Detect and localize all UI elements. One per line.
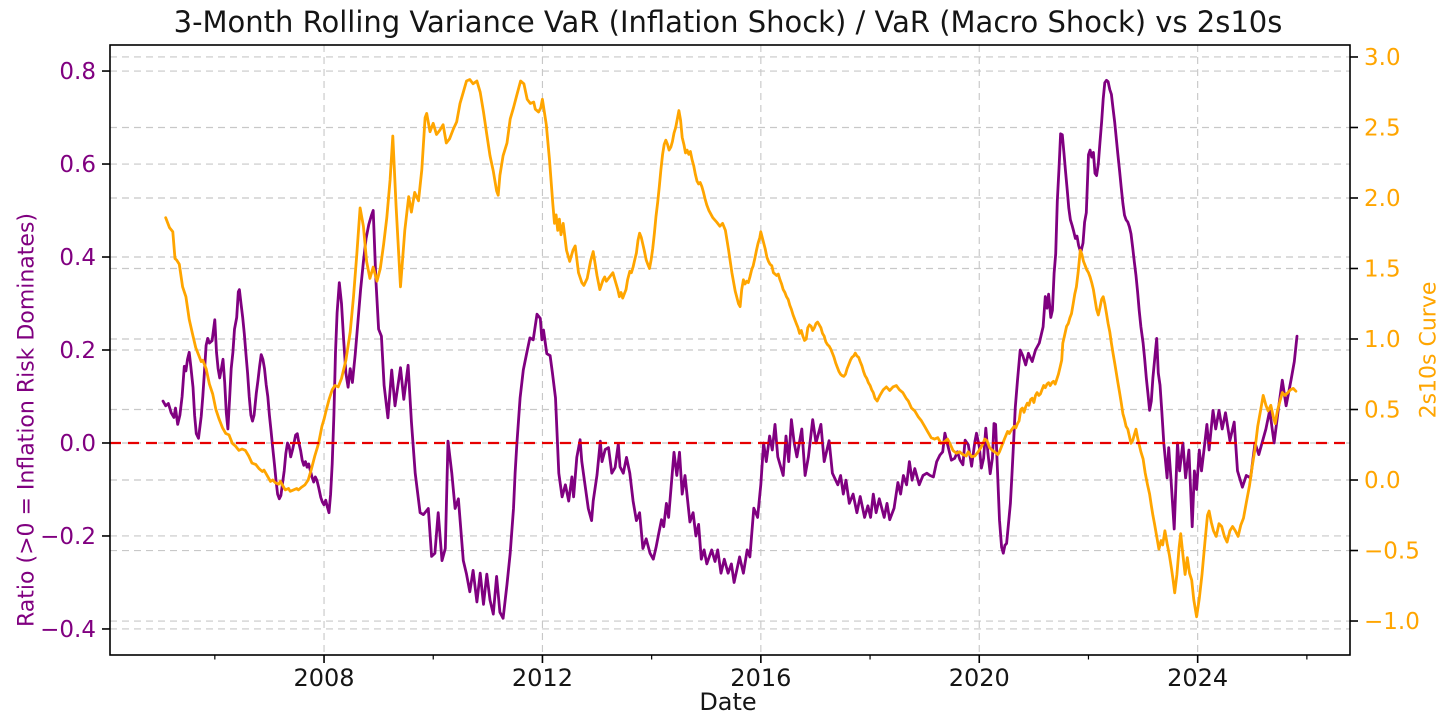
chart-title: 3-Month Rolling Variance VaR (Inflation … [173,5,1283,39]
right-tick-label: 1.5 [1364,256,1401,282]
left-tick-label: 0.0 [59,431,96,457]
x-tick-label: 2008 [293,664,354,692]
left-tick-label: 0.4 [59,245,96,271]
left-tick-label: 0.2 [59,338,96,364]
left-tick-label: −0.4 [40,617,96,643]
right-tick-label: 0.5 [1364,398,1401,424]
left-tick-label: 0.6 [59,152,96,178]
right-tick-label: 2.0 [1364,186,1401,212]
right-tick-label: −1.0 [1364,609,1420,635]
right-tick-label: 1.0 [1364,327,1401,353]
curve-series-line [164,78,1298,619]
x-axis-title: Date [699,688,757,716]
right-tick-label: −0.5 [1364,539,1420,565]
x-tick-label: 2016 [730,664,791,692]
ratio-series-line [161,78,1299,620]
left-tick-label: 0.8 [59,59,96,85]
x-tick-label: 2020 [949,664,1010,692]
right-tick-label: 3.0 [1364,45,1401,71]
right-tick-label: 0.0 [1364,468,1401,494]
left-tick-label: −0.2 [40,524,96,550]
x-tick-label: 2024 [1167,664,1228,692]
x-tick-label: 2012 [512,664,573,692]
right-tick-label: 2.5 [1364,115,1401,141]
